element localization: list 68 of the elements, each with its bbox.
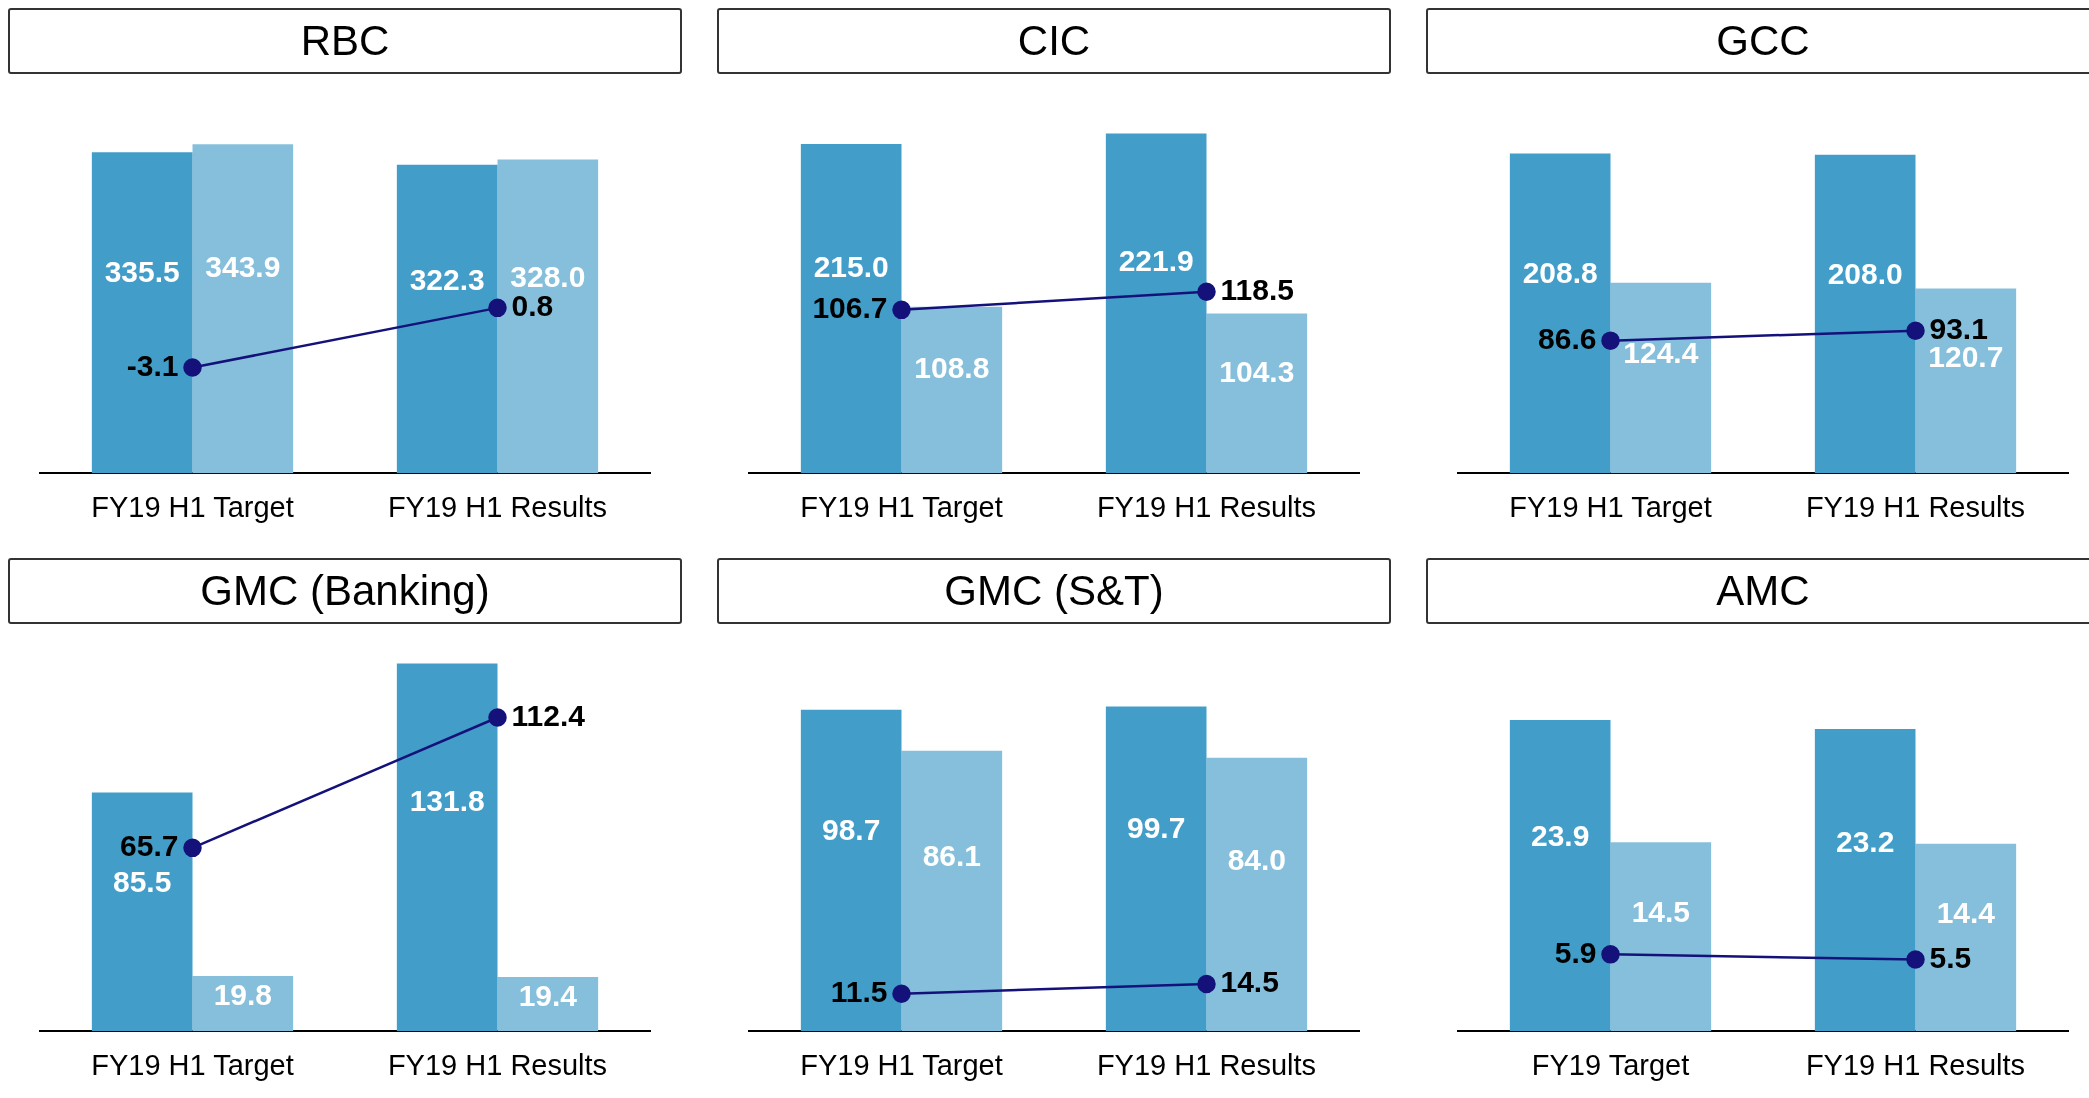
- x-tick-label: FY19 H1 Results: [1096, 490, 1317, 523]
- bar: [1105, 133, 1207, 474]
- data-label: -3.1: [126, 348, 179, 382]
- x-tick-label: FY19 H1 Target: [1509, 490, 1712, 523]
- data-label: 106.7: [812, 291, 888, 325]
- data-label: 86.6: [1538, 321, 1597, 355]
- data-label: 112.4: [511, 698, 586, 732]
- chart-title: GCC: [1426, 8, 2089, 74]
- bar: [1610, 842, 1712, 1032]
- x-tick-label: FY19 H1 Results: [1096, 1048, 1317, 1081]
- x-tick-label: FY19 Target: [1531, 1048, 1690, 1081]
- chart-title: GMC (S&T): [717, 558, 1391, 624]
- data-label: 343.9: [205, 250, 281, 284]
- chart-title: GMC (Banking): [8, 558, 682, 624]
- data-label: 221.9: [1118, 243, 1194, 277]
- bar: [901, 306, 1003, 474]
- chart-title: RBC: [8, 8, 682, 74]
- bar: [1105, 706, 1207, 1032]
- bar: [1814, 729, 1916, 1032]
- bar: [1814, 154, 1916, 474]
- data-label: 108.8: [914, 351, 990, 385]
- data-label: 65.7: [120, 829, 179, 863]
- x-tick-label: FY19 H1 Results: [1805, 1048, 2026, 1081]
- data-label: 215.0: [813, 250, 889, 284]
- bar: [1915, 288, 2017, 474]
- data-label: 208.0: [1827, 257, 1903, 291]
- bar: [901, 750, 1003, 1032]
- data-label: 86.1: [922, 838, 982, 872]
- data-label: 14.4: [1936, 896, 1996, 930]
- x-tick-label: FY19 H1 Results: [387, 1048, 608, 1081]
- x-tick-label: FY19 H1 Target: [800, 1048, 1003, 1081]
- bar: [1206, 313, 1308, 474]
- data-label: 335.5: [104, 255, 180, 289]
- x-tick-label: FY19 H1 Target: [91, 1048, 294, 1081]
- x-tick-label: FY19 H1 Target: [800, 490, 1003, 523]
- data-label: 124.4: [1623, 336, 1699, 370]
- data-label: 14.5: [1631, 895, 1691, 929]
- bar: [800, 144, 902, 474]
- bar: [1509, 153, 1611, 474]
- data-label: 85.5: [112, 864, 172, 898]
- data-label: 131.8: [409, 784, 485, 818]
- x-tick-label: FY19 H1 Results: [387, 490, 608, 523]
- data-label: 23.2: [1835, 825, 1895, 859]
- data-label: 5.9: [1554, 935, 1597, 969]
- bar: [1206, 757, 1308, 1032]
- bar: [1915, 843, 2017, 1032]
- data-label: 98.7: [821, 813, 881, 847]
- chart-title: AMC: [1426, 558, 2089, 624]
- data-label: 19.8: [213, 978, 273, 1012]
- data-label: 5.5: [1929, 940, 1972, 974]
- data-label: 84.0: [1227, 842, 1287, 876]
- data-label: 23.9: [1530, 819, 1590, 853]
- data-label: 99.7: [1126, 811, 1186, 845]
- data-label: 11.5: [830, 975, 888, 1009]
- data-label: 14.5: [1220, 965, 1279, 999]
- x-tick-label: FY19 H1 Results: [1805, 490, 2026, 523]
- bar: [1509, 719, 1611, 1032]
- data-label: 19.4: [518, 978, 578, 1012]
- bar: [800, 709, 902, 1032]
- bar: [396, 663, 498, 1032]
- data-label: 104.3: [1219, 355, 1295, 389]
- chart-title: CIC: [717, 8, 1391, 74]
- data-label: 322.3: [409, 263, 485, 297]
- x-tick-label: FY19 H1 Target: [91, 490, 294, 523]
- data-label: 118.5: [1220, 273, 1294, 307]
- bar: [91, 792, 193, 1032]
- bar: [1610, 282, 1712, 474]
- data-label: 208.8: [1522, 256, 1598, 290]
